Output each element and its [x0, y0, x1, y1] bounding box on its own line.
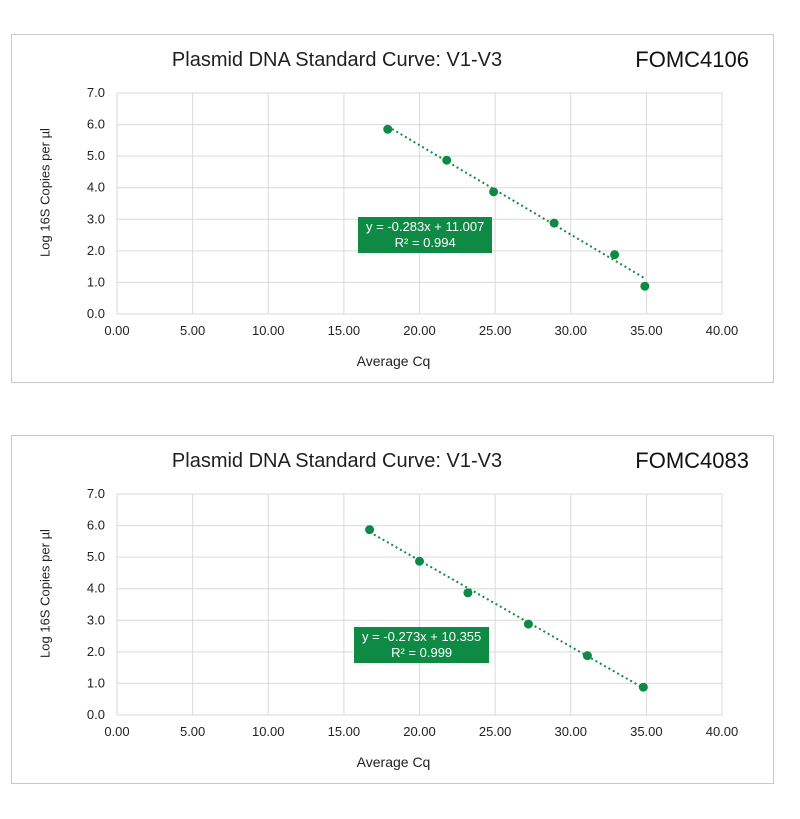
x-tick-label: 20.00 [403, 724, 436, 739]
trendline-equation-box: y = -0.273x + 10.355 R² = 0.999 [354, 627, 490, 663]
plot-area: 0.00 5.00 10.00 15.00 20.00 25.00 30.00 35.00 40… [87, 85, 739, 338]
trendline-equation-box: y = -0.283x + 11.007 R² = 0.994 [358, 217, 493, 253]
y-axis-label: Log 16S Copies per µl [37, 128, 53, 257]
r-squared: R² = 0.994 [394, 235, 456, 250]
data-point [383, 124, 393, 134]
y-tick-label: 1.0 [87, 274, 105, 289]
sample-id-label: FOMC4083 [635, 448, 749, 473]
plot-area: 0.00 5.00 10.00 15.00 20.00 25.00 30.00 35.00 40… [87, 486, 739, 739]
x-tick-label: 0.00 [104, 724, 129, 739]
chart-title: Plasmid DNA Standard Curve: V1-V3 [171, 450, 503, 472]
y-tick-label: 3.0 [87, 211, 105, 226]
y-tick-label: 7.0 [87, 486, 105, 501]
x-tick-label: 30.00 [554, 724, 587, 739]
x-tick-label: 5.00 [180, 323, 205, 338]
data-point [415, 556, 424, 566]
x-tick-label: 10.00 [252, 724, 285, 739]
data-point [442, 155, 452, 165]
x-tick-label: 10.00 [252, 323, 285, 338]
x-tick-label: 35.00 [630, 724, 663, 739]
y-tick-label: 2.0 [87, 243, 105, 258]
data-point [582, 651, 592, 661]
x-tick-label: 5.00 [180, 724, 205, 739]
x-tick-label: 40.00 [706, 724, 739, 739]
x-tick-label: 15.00 [328, 724, 361, 739]
data-point [523, 619, 533, 629]
sample-id-label: FOMC4106 [635, 47, 749, 72]
trendline-equation: y = -0.273x + 10.355 [362, 629, 482, 644]
y-tick-label: 0.0 [87, 306, 105, 321]
y-tick-label: 6.0 [87, 518, 105, 533]
y-tick-label: 3.0 [87, 612, 105, 627]
trendline [369, 531, 644, 689]
y-tick-label: 1.0 [87, 675, 105, 690]
chart-title: Plasmid DNA Standard Curve: V1-V3 [171, 49, 503, 71]
y-tick-label: 5.0 [87, 549, 105, 564]
data-point [463, 588, 473, 598]
x-tick-label: 30.00 [554, 323, 587, 338]
y-tick-label: 0.0 [87, 707, 105, 722]
data-point [365, 525, 375, 535]
y-tick-label: 7.0 [87, 85, 105, 100]
x-axis-label: Average Cq [356, 754, 431, 770]
trendline [387, 125, 646, 280]
data-point [489, 187, 499, 197]
trendline-equation: y = -0.283x + 11.007 [366, 219, 485, 234]
data-point [640, 281, 650, 291]
y-tick-label: 5.0 [87, 148, 105, 163]
chart-panel-fomc4106: 0.00 5.00 10.00 15.00 20.00 25.00 30.00 35.00 40… [11, 34, 774, 383]
x-tick-label: 20.00 [403, 323, 436, 338]
data-point [638, 682, 648, 692]
y-tick-label: 4.0 [87, 180, 105, 195]
x-tick-label: 35.00 [630, 323, 663, 338]
x-tick-label: 0.00 [104, 323, 129, 338]
data-point [610, 250, 620, 260]
chart-panel-fomc4083: 0.00 5.00 10.00 15.00 20.00 25.00 30.00 35.00 40… [11, 435, 774, 784]
y-tick-label: 4.0 [87, 581, 105, 596]
x-tick-label: 25.00 [479, 323, 512, 338]
y-tick-label: 2.0 [87, 644, 105, 659]
x-tick-label: 25.00 [479, 724, 512, 739]
data-point [549, 218, 559, 228]
r-squared: R² = 0.999 [391, 645, 453, 660]
x-tick-label: 40.00 [706, 323, 739, 338]
y-tick-label: 6.0 [87, 117, 105, 132]
x-axis-label: Average Cq [356, 353, 431, 369]
y-axis-label: Log 16S Copies per µl [37, 529, 53, 658]
x-tick-label: 15.00 [328, 323, 361, 338]
